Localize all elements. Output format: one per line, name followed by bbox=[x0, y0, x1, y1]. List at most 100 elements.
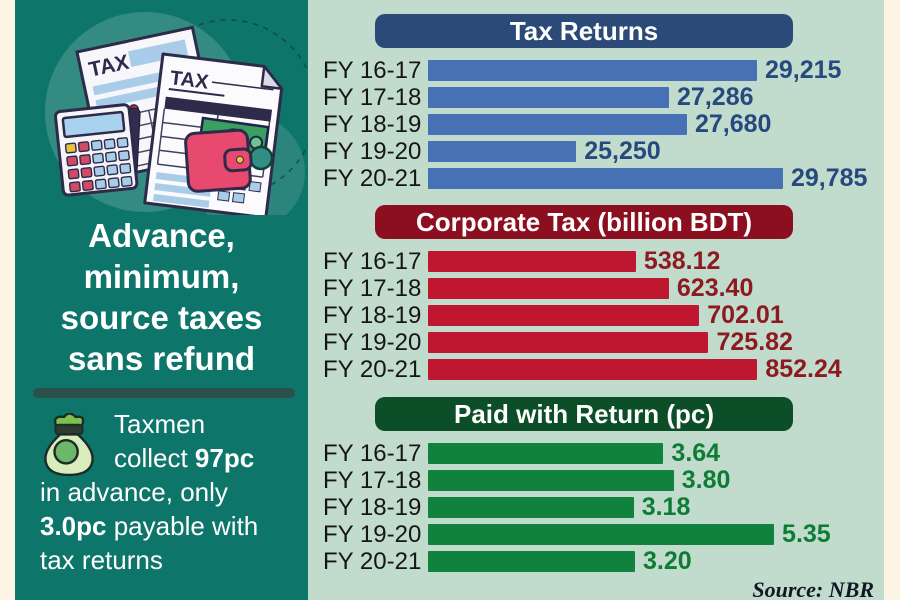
category-label: FY 17-18 bbox=[323, 83, 422, 111]
bar-track: 5.35 bbox=[428, 520, 884, 548]
chart-title: Corporate Tax (billion BDT) bbox=[375, 205, 793, 239]
category-label: FY 19-20 bbox=[323, 137, 422, 165]
bar bbox=[428, 114, 687, 135]
bar-track: 725.82 bbox=[428, 328, 884, 356]
value-label: 538.12 bbox=[643, 247, 721, 275]
chart-row: FY 18-19 702.01 bbox=[323, 301, 884, 329]
chart-corporate-tax: Corporate Tax (billion BDT) FY 16-17 538… bbox=[323, 205, 884, 383]
category-label: FY 18-19 bbox=[323, 493, 422, 521]
money-bag-icon bbox=[44, 413, 94, 477]
note-line: 3.0pc payable with bbox=[40, 509, 300, 543]
note-line: Taxmen bbox=[114, 409, 206, 439]
chart-row: FY 18-19 27,680 bbox=[323, 110, 884, 138]
bar-track: 25,250 bbox=[428, 137, 884, 165]
value-label: 3.18 bbox=[641, 493, 691, 521]
chart-row: FY 18-19 3.18 bbox=[323, 493, 884, 521]
note-line: tax returns bbox=[40, 545, 163, 575]
source-credit: Source: NBR bbox=[752, 577, 874, 600]
value-label: 852.24 bbox=[765, 355, 842, 383]
chart-tax-returns: Tax Returns FY 16-17 29,215 FY 17-18 27,… bbox=[323, 14, 884, 192]
chart-row: FY 19-20 5.35 bbox=[323, 520, 884, 548]
note-text: payable with bbox=[106, 511, 259, 541]
note-text: collect bbox=[114, 443, 195, 473]
bar bbox=[428, 497, 634, 518]
category-label: FY 17-18 bbox=[323, 466, 422, 494]
tax-illustration: TAX TAX bbox=[45, 12, 308, 215]
category-label: FY 18-19 bbox=[323, 301, 422, 329]
bar-track: 27,680 bbox=[428, 110, 884, 138]
category-label: FY 19-20 bbox=[323, 520, 422, 548]
bar-track: 29,215 bbox=[428, 56, 884, 84]
category-label: FY 20-21 bbox=[323, 547, 422, 575]
note-line: in advance, only bbox=[40, 477, 228, 507]
bar bbox=[428, 551, 635, 572]
chart-row: FY 19-20 725.82 bbox=[323, 328, 884, 356]
bar bbox=[428, 60, 757, 81]
chart-row: FY 17-18 27,286 bbox=[323, 83, 884, 111]
chart-row: FY 16-17 29,215 bbox=[323, 56, 884, 84]
value-label: 27,680 bbox=[695, 110, 772, 138]
bar bbox=[428, 141, 577, 162]
note-highlight: 3.0pc bbox=[40, 511, 107, 541]
bar-track: 3.20 bbox=[428, 547, 884, 575]
chart-title: Tax Returns bbox=[375, 14, 793, 48]
chart-row: FY 16-17 3.64 bbox=[323, 439, 884, 467]
coin-icon bbox=[248, 145, 274, 171]
value-label: 5.35 bbox=[782, 520, 831, 548]
bar-track: 3.18 bbox=[428, 493, 884, 521]
value-label: 29,785 bbox=[790, 164, 868, 192]
bar bbox=[428, 305, 700, 326]
value-label: 623.40 bbox=[676, 274, 754, 302]
bar-track: 29,785 bbox=[428, 164, 884, 192]
chart-row: FY 20-21 852.24 bbox=[323, 355, 884, 383]
value-label: 29,215 bbox=[765, 56, 842, 84]
bar bbox=[428, 251, 636, 272]
chart-row: FY 17-18 623.40 bbox=[323, 274, 884, 302]
note-line: collect 97pc bbox=[40, 441, 300, 475]
chart-panel: Tax Returns FY 16-17 29,215 FY 17-18 27,… bbox=[308, 0, 884, 600]
bar-track: 623.40 bbox=[428, 274, 884, 302]
chart-row: FY 20-21 3.20 bbox=[323, 547, 884, 575]
bar-track: 702.01 bbox=[428, 301, 884, 329]
bar bbox=[428, 168, 783, 189]
bar bbox=[428, 470, 674, 491]
summary-note: Taxmen collect 97pc in advance, only 3.0… bbox=[40, 407, 300, 577]
bar bbox=[428, 359, 758, 380]
category-label: FY 16-17 bbox=[323, 56, 422, 84]
value-label: 3.64 bbox=[671, 439, 721, 467]
bar bbox=[428, 278, 669, 299]
bar-track: 538.12 bbox=[428, 247, 884, 275]
bar-track: 852.24 bbox=[428, 355, 884, 383]
bar-track: 3.64 bbox=[428, 439, 884, 467]
chart-row: FY 16-17 538.12 bbox=[323, 247, 884, 275]
category-label: FY 20-21 bbox=[323, 164, 422, 192]
chart-row: FY 20-21 29,785 bbox=[323, 164, 884, 192]
divider bbox=[33, 388, 295, 398]
bar bbox=[428, 332, 709, 353]
value-label: 3.20 bbox=[642, 547, 692, 575]
bar-track: 3.80 bbox=[428, 466, 884, 494]
value-label: 725.82 bbox=[716, 328, 793, 356]
chart-row: FY 19-20 25,250 bbox=[323, 137, 884, 165]
chart-paid-with-return: Paid with Return (pc) FY 16-17 3.64 FY 1… bbox=[323, 397, 884, 575]
wallet-icon bbox=[184, 128, 253, 193]
value-label: 27,286 bbox=[677, 83, 754, 111]
calculator-icon bbox=[53, 103, 139, 197]
bar bbox=[428, 524, 775, 545]
bar-track: 27,286 bbox=[428, 83, 884, 111]
value-label: 25,250 bbox=[584, 137, 661, 165]
category-label: FY 20-21 bbox=[323, 355, 422, 383]
category-label: FY 16-17 bbox=[323, 439, 422, 467]
value-label: 702.01 bbox=[707, 301, 784, 329]
category-label: FY 19-20 bbox=[323, 328, 422, 356]
sidebar: TAX TAX bbox=[15, 0, 308, 600]
bar bbox=[428, 443, 664, 464]
chart-row: FY 17-18 3.80 bbox=[323, 466, 884, 494]
chart-title: Paid with Return (pc) bbox=[375, 397, 793, 431]
bar bbox=[428, 87, 670, 108]
category-label: FY 16-17 bbox=[323, 247, 422, 275]
page-title: Advance, minimum, source taxes sans refu… bbox=[60, 217, 263, 377]
category-label: FY 18-19 bbox=[323, 110, 422, 138]
category-label: FY 17-18 bbox=[323, 274, 422, 302]
